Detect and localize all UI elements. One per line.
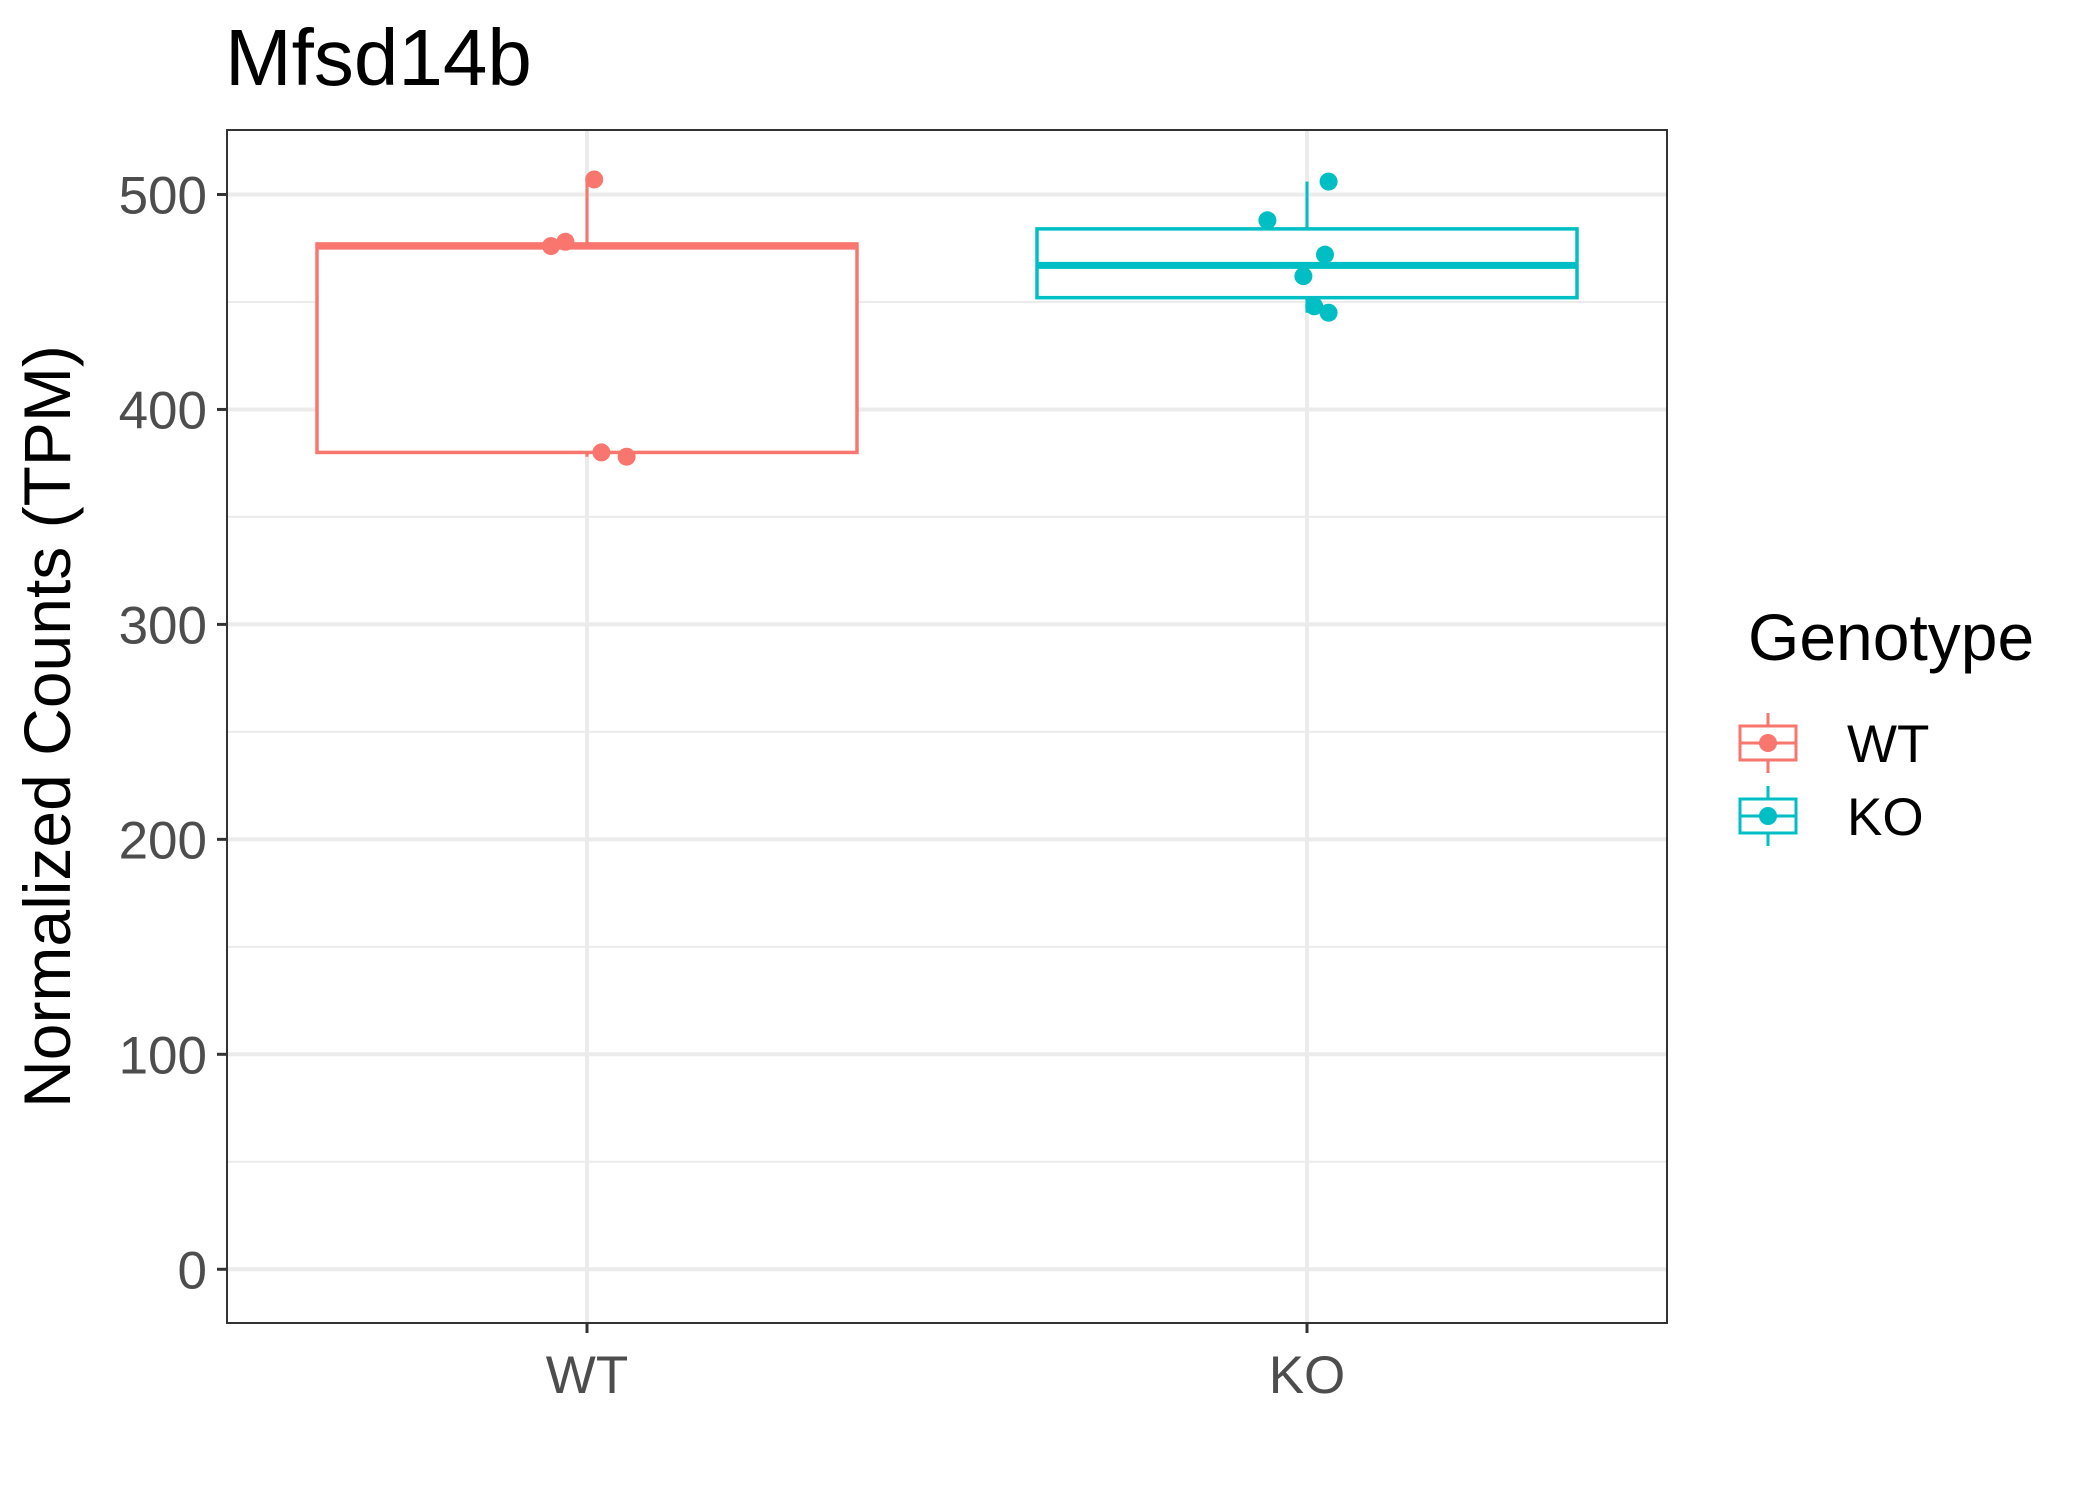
data-point-ko: [1294, 267, 1313, 286]
data-point-wt: [592, 443, 611, 462]
data-point-ko: [1319, 303, 1338, 322]
legend: Genotype WT KO: [1738, 600, 2034, 847]
axes: 0 100 200 300 400 500 WT KO: [119, 166, 1346, 1405]
x-tick-label: KO: [1269, 1346, 1346, 1405]
legend-title: Genotype: [1748, 600, 2034, 674]
data-point-wt: [585, 170, 604, 189]
y-tick-label: 100: [119, 1026, 207, 1085]
box-wt: [315, 170, 859, 466]
data-point-wt: [617, 447, 636, 466]
box-ko: [1035, 172, 1579, 322]
data-point-ko: [1258, 211, 1277, 230]
data-point-wt: [542, 237, 560, 256]
legend-key-ko: [1738, 786, 1798, 846]
y-tick-label: 0: [178, 1241, 207, 1300]
chart-title: Mfsd14b: [225, 13, 532, 102]
plot-data: [315, 170, 1579, 466]
y-tick-label: 400: [119, 381, 207, 440]
legend-label-wt: WT: [1847, 715, 1929, 774]
legend-label-ko: KO: [1847, 788, 1924, 847]
y-tick-label: 300: [119, 596, 207, 655]
y-axis-label: Normalized Counts (TPM): [10, 345, 84, 1108]
legend-dot: [1759, 807, 1777, 825]
y-tick-label: 500: [119, 166, 207, 225]
legend-dot: [1759, 734, 1777, 752]
y-tick-label: 200: [119, 811, 207, 870]
legend-key-wt: [1738, 713, 1798, 773]
data-point-ko: [1319, 172, 1338, 191]
data-point-ko: [1305, 297, 1324, 316]
box-body: [315, 242, 859, 455]
panel-border: [226, 129, 1668, 1324]
data-point-wt: [556, 232, 575, 251]
data-point-ko: [1316, 245, 1334, 264]
x-tick-label: WT: [546, 1346, 628, 1405]
